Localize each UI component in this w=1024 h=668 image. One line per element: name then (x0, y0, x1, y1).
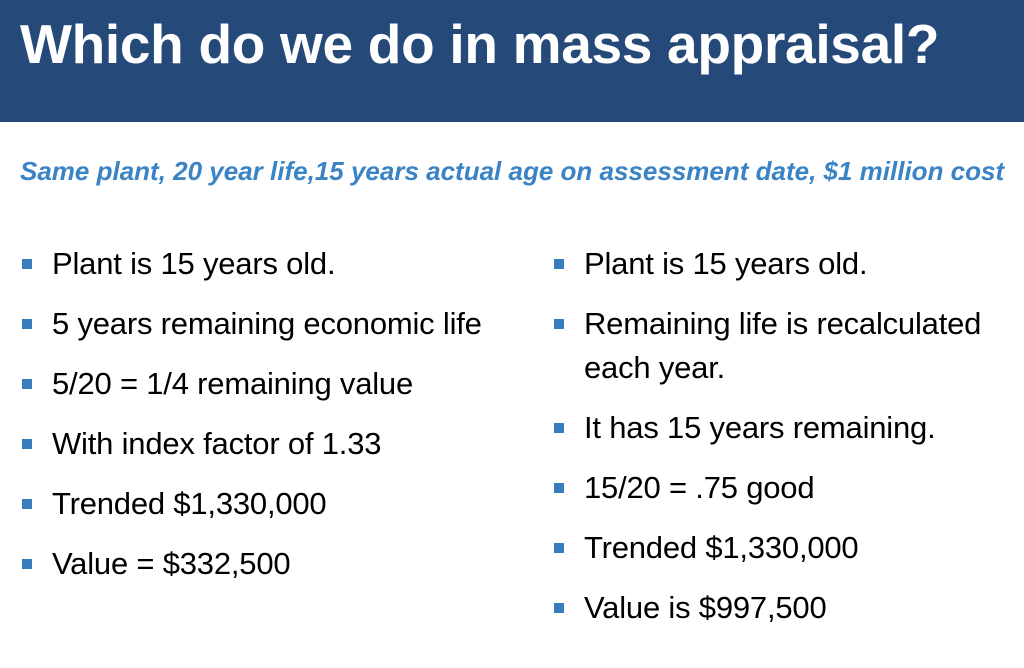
left-bullet-item: Plant is 15 years old. (22, 242, 532, 286)
right-bullet-item: Plant is 15 years old. (554, 242, 1024, 286)
bullet-text: 5 years remaining economic life (52, 306, 482, 341)
bullet-text: With index factor of 1.33 (52, 426, 382, 461)
right-bullet-item: Value is $997,500 (554, 586, 1024, 630)
bullet-text: Trended $1,330,000 (584, 530, 859, 565)
bullet-text: 15/20 = .75 good (584, 470, 815, 505)
square-bullet-icon (554, 603, 564, 613)
bullet-text: 5/20 = 1/4 remaining value (52, 366, 414, 401)
right-bullet-item: Remaining life is recalculated each year… (554, 302, 1024, 390)
square-bullet-icon (22, 559, 32, 569)
slide-subtitle: Same plant, 20 year life,15 years actual… (20, 156, 1005, 186)
right-bullet-item: It has 15 years remaining. (554, 406, 1024, 450)
bullet-text: Value is $997,500 (584, 590, 827, 625)
square-bullet-icon (554, 423, 564, 433)
bullet-text: Value = $332,500 (52, 546, 291, 581)
square-bullet-icon (554, 543, 564, 553)
right-bullet-list: Plant is 15 years old. Remaining life is… (554, 242, 1024, 630)
left-bullet-item: With index factor of 1.33 (22, 422, 532, 466)
left-bullet-item: Value = $332,500 (22, 542, 532, 586)
left-bullet-list: Plant is 15 years old. 5 years remaining… (22, 242, 532, 586)
left-bullet-item: Trended $1,330,000 (22, 482, 532, 526)
square-bullet-icon (22, 379, 32, 389)
square-bullet-icon (22, 499, 32, 509)
right-bullet-item: Trended $1,330,000 (554, 526, 1024, 570)
square-bullet-icon (22, 439, 32, 449)
bullet-text: Remaining life is recalculated each year… (584, 306, 982, 385)
square-bullet-icon (554, 319, 564, 329)
title-bar: Which do we do in mass appraisal? (0, 0, 1024, 122)
left-bullet-item: 5/20 = 1/4 remaining value (22, 362, 532, 406)
square-bullet-icon (22, 319, 32, 329)
right-bullet-item: 15/20 = .75 good (554, 466, 1024, 510)
bullet-text: Plant is 15 years old. (52, 246, 336, 281)
square-bullet-icon (554, 483, 564, 493)
bullet-text: Trended $1,330,000 (52, 486, 327, 521)
square-bullet-icon (22, 259, 32, 269)
bullet-text: It has 15 years remaining. (584, 410, 936, 445)
bullet-text: Plant is 15 years old. (584, 246, 868, 281)
slide-title: Which do we do in mass appraisal? (20, 13, 940, 75)
square-bullet-icon (554, 259, 564, 269)
left-bullet-item: 5 years remaining economic life (22, 302, 532, 346)
